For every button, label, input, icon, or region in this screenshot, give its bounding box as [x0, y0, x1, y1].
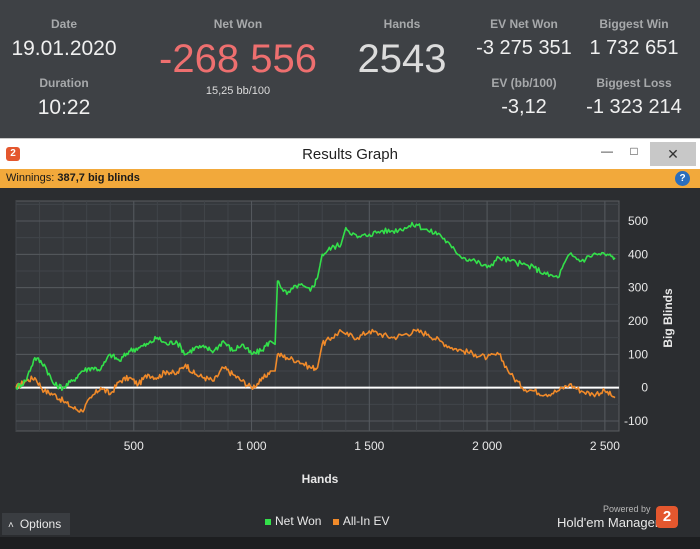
- y-tick-label: 200: [628, 314, 648, 328]
- biggest-win-value: 1 732 651: [589, 37, 679, 59]
- app-logo-icon: 2: [6, 147, 20, 161]
- biggest-loss-stat: Biggest Loss -1 323 214: [580, 76, 688, 119]
- help-icon[interactable]: ?: [675, 171, 690, 186]
- date-value: 19.01.2020: [11, 37, 117, 60]
- legend-item-net-won: Net Won: [265, 514, 321, 528]
- ev-net-won-label: EV Net Won: [490, 17, 558, 31]
- winnings-label: Winnings: 387,7 big blinds: [6, 172, 140, 184]
- net-won-stat: Net Won -268 556 15,25 bb/100: [140, 17, 336, 97]
- biggest-win-stat: Biggest Win 1 732 651: [580, 17, 688, 60]
- duration-value: 10:22: [37, 96, 91, 119]
- chart-legend: Net Won All-In EV: [265, 514, 390, 528]
- biggest-loss-label: Biggest Loss: [596, 76, 672, 90]
- chart-ticks: 500 1 000 1 500 2 000 2 500 -100 0 100 200 300 400…: [124, 214, 649, 453]
- y-tick-label: 500: [628, 214, 648, 228]
- duration-stat: Duration 10:22: [8, 76, 120, 120]
- duration-label: Duration: [39, 76, 89, 90]
- winnings-bar: Winnings: 387,7 big blinds ?: [0, 169, 700, 188]
- hands-value: 2543: [357, 37, 447, 81]
- ev-bb-value: -3,12: [501, 96, 547, 118]
- hm-logo-icon: 2: [656, 506, 678, 528]
- chart-series: [15, 221, 616, 413]
- y-tick-label: 100: [628, 347, 648, 361]
- plot-area: [15, 200, 620, 432]
- chevron-up-icon: ˄: [8, 520, 14, 531]
- ev-bb-stat: EV (bb/100) -3,12: [468, 76, 580, 119]
- hands-label: Hands: [383, 17, 421, 31]
- options-label: Options: [19, 517, 62, 531]
- y-tick-label: 0: [641, 381, 648, 395]
- x-tick-label: 2 500: [590, 439, 620, 453]
- maximize-icon[interactable]: □: [630, 144, 638, 158]
- legend-item-allin-ev: All-In EV: [332, 514, 390, 528]
- y-tick-label: 300: [628, 281, 648, 295]
- ev-net-won-stat: EV Net Won -3 275 351: [468, 17, 580, 60]
- window-title: Results Graph: [302, 146, 398, 163]
- product-name: Hold'em Manager: [557, 515, 660, 530]
- net-won-value: -268 556: [159, 37, 317, 81]
- net-won-swatch: [265, 518, 271, 525]
- net-won-label: Net Won: [213, 17, 263, 31]
- x-tick-label: 2 000: [472, 439, 502, 453]
- window-titlebar[interactable]: 2 Results Graph — □ ✕: [0, 138, 700, 169]
- allin-ev-swatch: [332, 518, 339, 525]
- date-stat: Date 19.01.2020: [8, 17, 120, 61]
- hands-stat: Hands 2543: [350, 17, 454, 81]
- x-tick-label: 1 500: [354, 439, 384, 453]
- y-axis-label: Big Blinds: [661, 288, 675, 348]
- x-tick-label: 1 000: [237, 439, 267, 453]
- results-graph-window: 2 Results Graph — □ ✕ Winnings: 387,7 bi…: [0, 138, 700, 549]
- close-icon[interactable]: ✕: [650, 142, 696, 166]
- x-axis-label: Hands: [302, 472, 339, 486]
- y-tick-label: 400: [628, 247, 648, 261]
- session-stats-panel: Date 19.01.2020 Duration 10:22 Net Won -…: [0, 0, 700, 138]
- biggest-win-label: Biggest Win: [599, 17, 669, 31]
- minimize-icon[interactable]: —: [601, 144, 613, 158]
- options-button[interactable]: ˄ Options: [2, 513, 70, 535]
- results-line-chart: 500 1 000 1 500 2 000 2 500 -100 0 100 200 300 400…: [15, 200, 675, 486]
- series-line-all-in-ev: [15, 328, 616, 413]
- series-line-net-won: [15, 221, 616, 391]
- biggest-loss-value: -1 323 214: [586, 96, 682, 118]
- y-tick-label: -100: [624, 414, 648, 428]
- winnings-value: 387,7 big blinds: [57, 172, 140, 184]
- date-label: Date: [50, 17, 77, 31]
- x-tick-label: 500: [124, 439, 144, 453]
- bb-per-100: 15,25 bb/100: [205, 85, 271, 97]
- ev-bb-label: EV (bb/100): [491, 76, 557, 90]
- window-bottom-edge: [0, 537, 700, 549]
- powered-by-label: Powered by: [603, 504, 651, 514]
- ev-net-won-value: -3 275 351: [476, 37, 572, 59]
